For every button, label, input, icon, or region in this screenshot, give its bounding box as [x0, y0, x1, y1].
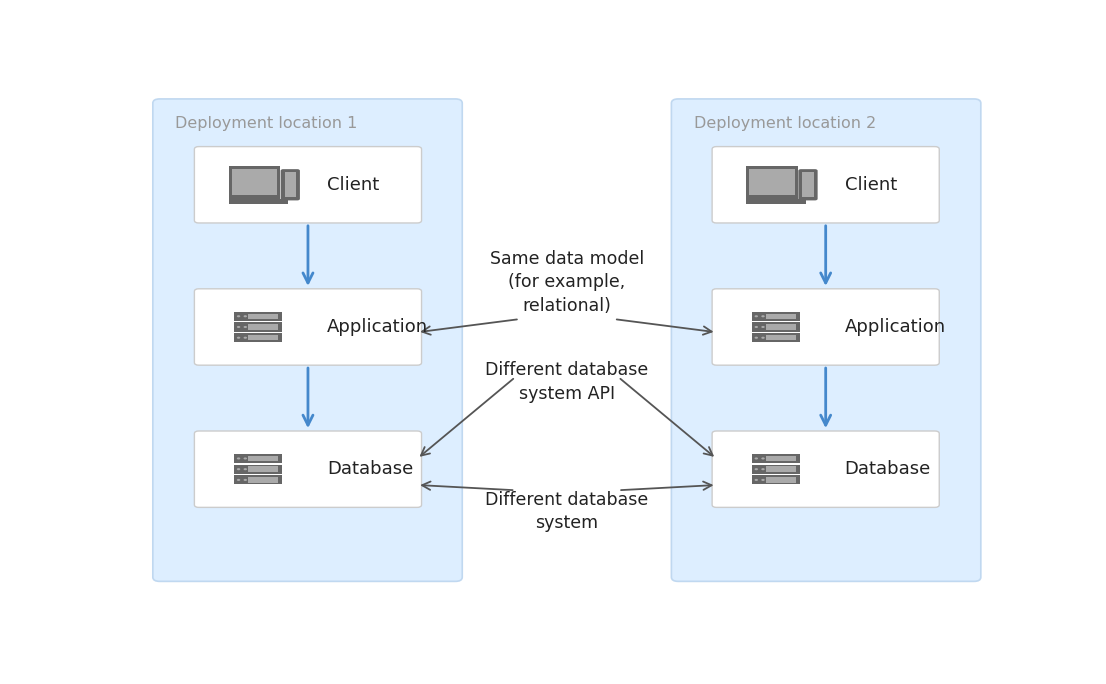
- Text: Same data model
(for example,
relational): Same data model (for example, relational…: [490, 250, 644, 315]
- Circle shape: [243, 326, 247, 328]
- FancyBboxPatch shape: [195, 431, 421, 508]
- Bar: [284, 172, 295, 198]
- Bar: [803, 172, 814, 198]
- Circle shape: [761, 315, 764, 317]
- FancyBboxPatch shape: [712, 146, 939, 223]
- FancyBboxPatch shape: [712, 431, 939, 508]
- Circle shape: [243, 315, 247, 317]
- Circle shape: [761, 468, 764, 471]
- Bar: [234, 464, 282, 474]
- Text: Different database
system API: Different database system API: [486, 361, 648, 403]
- Bar: [750, 169, 795, 195]
- Circle shape: [237, 337, 240, 339]
- Circle shape: [237, 326, 240, 328]
- Circle shape: [237, 458, 240, 460]
- Bar: [248, 466, 279, 472]
- Bar: [752, 475, 800, 484]
- Circle shape: [754, 468, 758, 471]
- Bar: [747, 166, 797, 199]
- Bar: [229, 166, 280, 199]
- Text: Client: Client: [327, 176, 379, 194]
- Bar: [234, 322, 282, 332]
- Bar: [752, 333, 800, 342]
- Text: Database: Database: [845, 460, 931, 478]
- Text: Application: Application: [845, 318, 946, 336]
- Bar: [234, 475, 282, 484]
- Circle shape: [243, 468, 247, 471]
- Bar: [752, 464, 800, 474]
- Bar: [752, 322, 800, 332]
- Circle shape: [761, 326, 764, 328]
- Bar: [232, 169, 276, 195]
- Circle shape: [761, 479, 764, 481]
- Circle shape: [237, 468, 240, 471]
- Circle shape: [761, 337, 764, 339]
- Circle shape: [754, 479, 758, 481]
- FancyBboxPatch shape: [195, 146, 421, 223]
- FancyBboxPatch shape: [153, 99, 462, 581]
- Bar: [248, 477, 279, 483]
- Circle shape: [243, 458, 247, 460]
- Bar: [765, 335, 796, 341]
- Bar: [248, 335, 279, 341]
- FancyBboxPatch shape: [712, 289, 939, 365]
- Bar: [765, 313, 796, 319]
- Text: Client: Client: [845, 176, 897, 194]
- Bar: [234, 312, 282, 321]
- Bar: [752, 454, 800, 463]
- Bar: [248, 324, 279, 330]
- Text: Database: Database: [327, 460, 413, 478]
- Circle shape: [243, 479, 247, 481]
- FancyBboxPatch shape: [799, 169, 817, 200]
- Bar: [752, 312, 800, 321]
- Circle shape: [754, 458, 758, 460]
- FancyBboxPatch shape: [195, 289, 421, 365]
- Circle shape: [754, 337, 758, 339]
- Bar: [765, 456, 796, 461]
- Bar: [229, 199, 288, 205]
- Bar: [234, 454, 282, 463]
- Bar: [234, 333, 282, 342]
- Text: Different database
system: Different database system: [486, 490, 648, 532]
- Circle shape: [754, 315, 758, 317]
- Text: Application: Application: [327, 318, 428, 336]
- Circle shape: [754, 326, 758, 328]
- Circle shape: [237, 315, 240, 317]
- Bar: [248, 313, 279, 319]
- FancyBboxPatch shape: [281, 169, 300, 200]
- Bar: [765, 324, 796, 330]
- Text: Deployment location 1: Deployment location 1: [175, 116, 357, 131]
- Circle shape: [761, 458, 764, 460]
- Bar: [747, 199, 805, 205]
- FancyBboxPatch shape: [671, 99, 981, 581]
- Circle shape: [243, 337, 247, 339]
- Bar: [765, 477, 796, 483]
- Circle shape: [237, 479, 240, 481]
- Bar: [765, 466, 796, 472]
- Bar: [248, 456, 279, 461]
- Text: Deployment location 2: Deployment location 2: [693, 116, 876, 131]
